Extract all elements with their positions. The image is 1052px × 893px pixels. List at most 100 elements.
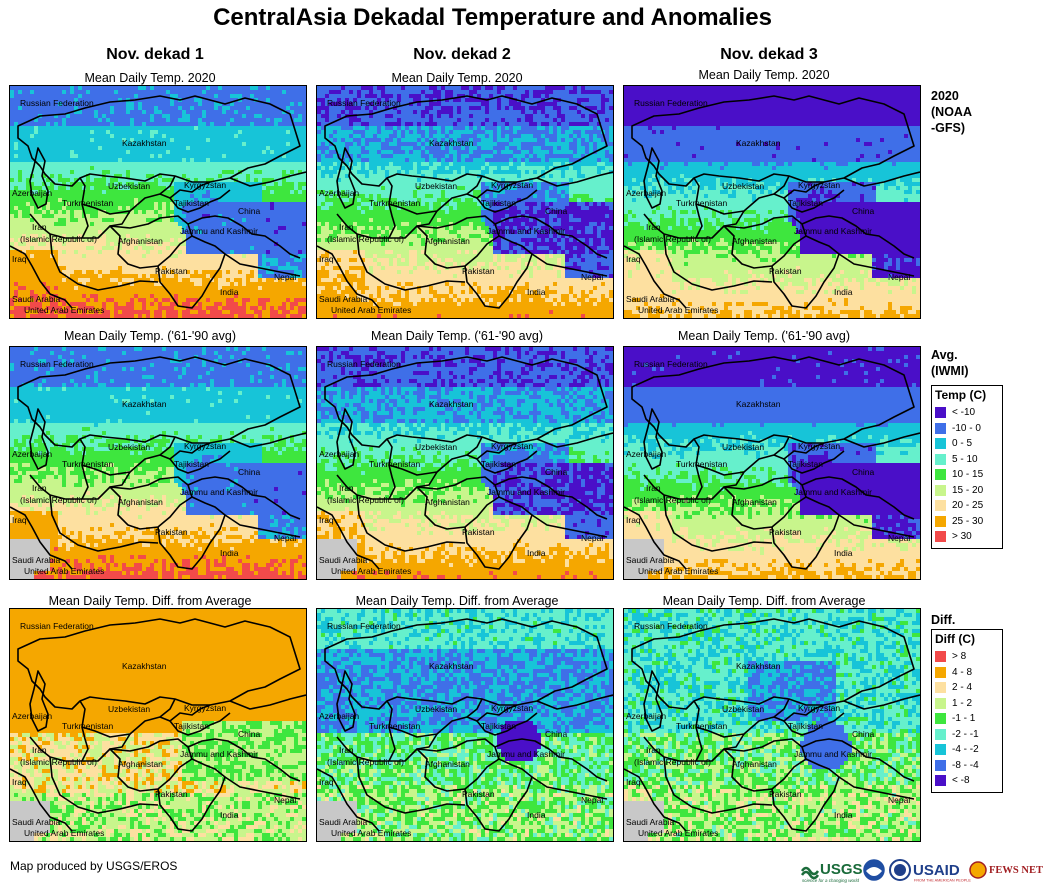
map-subtitle: Mean Daily Temp. ('61-'90 avg) — [307, 329, 607, 343]
country-label-china: China — [238, 729, 260, 739]
country-label-china: China — [545, 729, 567, 739]
legend-swatch — [935, 759, 946, 771]
country-label-nepal: Nepal — [888, 272, 910, 282]
legend-item: 5 - 10 — [935, 452, 999, 468]
country-label-iran1: Iran — [339, 483, 354, 493]
usgs-logo: USGS science for a changing world — [800, 861, 863, 883]
country-label-nepal: Nepal — [274, 272, 296, 282]
country-label-jammu: Jammu and Kashmir — [794, 226, 872, 236]
country-label-uzbekistan: Uzbekistan — [108, 181, 150, 191]
map-field: Russian Federation Kazakhstan Uzbekistan Ky… — [624, 347, 920, 579]
row-label-line: 2020 — [931, 88, 972, 104]
country-label-russia: Russian Federation — [327, 98, 401, 108]
country-label-china: China — [545, 206, 567, 216]
country-label-turkmenistan: Turkmenistan — [676, 721, 727, 731]
country-label-iraq: Iraq — [319, 777, 334, 787]
country-label-russia: Russian Federation — [327, 621, 401, 631]
legend-item: -1 - 1 — [935, 711, 999, 727]
country-label-afghanistan: Afghanistan — [425, 236, 470, 246]
legend-label: > 8 — [952, 651, 966, 662]
usaid-text: USAID — [913, 862, 960, 879]
map-field: Russian Federation Kazakhstan Uzbekistan Ky… — [10, 347, 306, 579]
country-label-china: China — [852, 206, 874, 216]
country-label-kyrgyzstan: Kyrgyzstan — [184, 441, 226, 451]
country-label-iraq: Iraq — [626, 777, 641, 787]
country-label-kyrgyzstan: Kyrgyzstan — [491, 180, 533, 190]
country-label-uae: United Arab Emirates — [331, 828, 411, 838]
country-label-saudi: Saudi Arabia — [626, 555, 674, 565]
legend-label: 25 - 30 — [952, 516, 983, 527]
legend-swatch — [935, 651, 946, 663]
country-label-tajikistan: Tajikistan — [481, 459, 516, 469]
country-label-iran2: (Islamic Republic of) — [327, 757, 404, 767]
country-label-iran1: Iran — [646, 222, 661, 232]
country-label-china: China — [852, 467, 874, 477]
country-label-uzbekistan: Uzbekistan — [415, 442, 457, 452]
map-diff-dekad-2: Russian Federation Kazakhstan Uzbekistan Ky… — [316, 608, 614, 842]
country-label-saudi: Saudi Arabia — [626, 817, 674, 827]
map-credit: Map produced by USGS/EROS — [10, 859, 177, 873]
legend-label: -2 - -1 — [952, 729, 979, 740]
country-label-jammu: Jammu and Kashmir — [487, 226, 565, 236]
country-label-azerbaijan: Azerbaijan — [319, 711, 359, 721]
legend-swatch — [935, 484, 946, 496]
legend-label: 15 - 20 — [952, 485, 983, 496]
fewsnet-logo: FEWS NET — [969, 861, 1043, 879]
country-label-azerbaijan: Azerbaijan — [626, 711, 666, 721]
country-label-pakistan: Pakistan — [769, 266, 802, 276]
map-field: Russian Federation Kazakhstan Uzbekistan Ky… — [624, 609, 920, 841]
country-label-nepal: Nepal — [581, 795, 603, 805]
country-label-jammu: Jammu and Kashmir — [180, 226, 258, 236]
legend-swatch — [935, 728, 946, 740]
legend-swatch — [935, 666, 946, 678]
country-label-kyrgyzstan: Kyrgyzstan — [184, 180, 226, 190]
country-label-kyrgyzstan: Kyrgyzstan — [798, 180, 840, 190]
country-label-nepal: Nepal — [274, 795, 296, 805]
map-subtitle: Mean Daily Temp. Diff. from Average — [614, 594, 914, 608]
country-label-kazakhstan: Kazakhstan — [736, 138, 781, 148]
row-label-diff: Diff. — [931, 612, 955, 628]
country-label-jammu: Jammu and Kashmir — [487, 749, 565, 759]
legend-swatch — [935, 744, 946, 756]
legend-item: < -8 — [935, 773, 999, 789]
legend-item: 20 - 25 — [935, 498, 999, 514]
legend-label: 4 - 8 — [952, 667, 972, 678]
country-label-iran1: Iran — [646, 483, 661, 493]
legend-label: -1 - 1 — [952, 713, 975, 724]
country-label-nepal: Nepal — [888, 795, 910, 805]
country-label-pakistan: Pakistan — [155, 266, 188, 276]
country-label-jammu: Jammu and Kashmir — [180, 487, 258, 497]
country-label-turkmenistan: Turkmenistan — [62, 198, 113, 208]
country-label-india: India — [834, 810, 853, 820]
country-label-kyrgyzstan: Kyrgyzstan — [491, 703, 533, 713]
country-label-china: China — [238, 206, 260, 216]
usaid-logo: USAID FROM THE AMERICAN PEOPLE — [889, 859, 971, 883]
country-label-uae: United Arab Emirates — [331, 305, 411, 315]
country-label-iran1: Iran — [339, 745, 354, 755]
legend-item: > 30 — [935, 529, 999, 545]
country-label-tajikistan: Tajikistan — [174, 459, 209, 469]
country-label-pakistan: Pakistan — [462, 527, 495, 537]
country-label-jammu: Jammu and Kashmir — [794, 749, 872, 759]
map-subtitle: Mean Daily Temp. Diff. from Average — [307, 594, 607, 608]
country-label-iran2: (Islamic Republic of) — [20, 495, 97, 505]
map-average-dekad-2: Russian Federation Kazakhstan Uzbekistan Ky… — [316, 346, 614, 580]
legend-item: 0 - 5 — [935, 436, 999, 452]
legend-label: -10 - 0 — [952, 423, 981, 434]
row-label-line: Avg. — [931, 347, 968, 363]
legend-swatch — [935, 515, 946, 527]
country-label-pakistan: Pakistan — [462, 266, 495, 276]
country-label-china: China — [238, 467, 260, 477]
country-label-iran2: (Islamic Republic of) — [20, 757, 97, 767]
legend-swatch — [935, 713, 946, 725]
country-label-afghanistan: Afghanistan — [425, 497, 470, 507]
country-label-afghanistan: Afghanistan — [118, 236, 163, 246]
map-subtitle: Mean Daily Temp. 2020 — [307, 71, 607, 85]
country-label-turkmenistan: Turkmenistan — [369, 198, 420, 208]
temperature-legend: Temp (C) < -10 -10 - 0 0 - 5 5 - 10 10 - 15 1… — [931, 385, 1003, 549]
country-label-india: India — [220, 810, 239, 820]
country-label-azerbaijan: Azerbaijan — [319, 449, 359, 459]
legend-swatch — [935, 531, 946, 543]
country-label-afghanistan: Afghanistan — [732, 759, 777, 769]
legend-item: 10 - 15 — [935, 467, 999, 483]
